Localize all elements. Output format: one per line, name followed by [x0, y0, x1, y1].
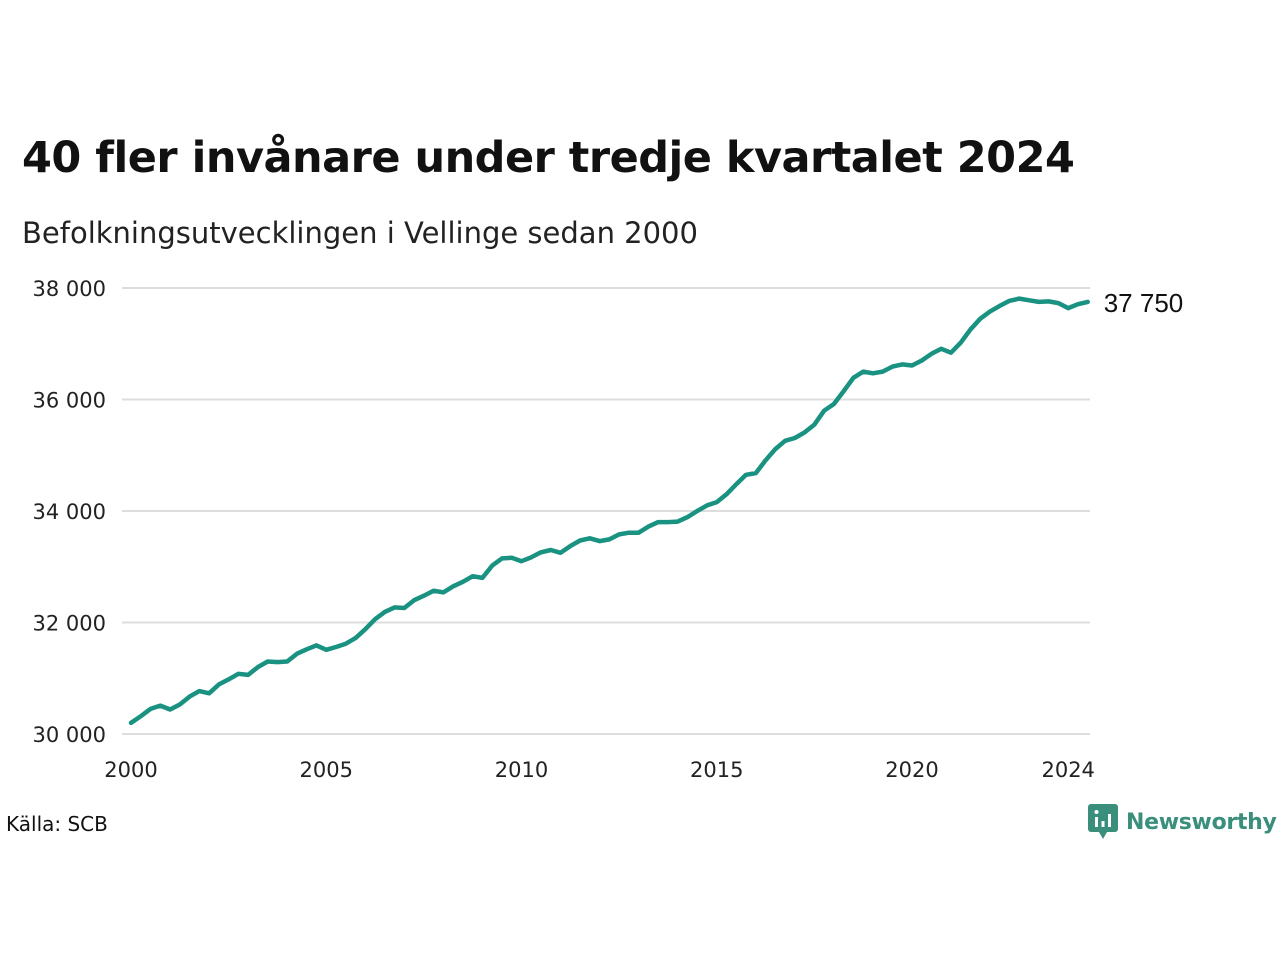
newsworthy-logo-icon — [1088, 804, 1118, 839]
chart-title: 40 fler invånare under tredje kvartalet … — [22, 133, 1075, 183]
x-axis-ticks: 2000 2005 2010 2015 2020 2024 — [104, 758, 1095, 782]
source-note: Källa: SCB — [6, 812, 108, 836]
gridlines — [122, 287, 1090, 735]
y-tick-label: 36 000 — [33, 389, 106, 413]
x-tick-label: 2024 — [1041, 758, 1094, 782]
y-tick-label: 30 000 — [33, 723, 106, 747]
brand-logo: Newsworthy — [1088, 804, 1277, 840]
y-tick-label: 32 000 — [33, 612, 106, 636]
x-tick-label: 2010 — [495, 758, 548, 782]
end-value-label: 37 750 — [1104, 288, 1184, 318]
x-tick-label: 2015 — [690, 758, 743, 782]
y-tick-label: 34 000 — [33, 500, 106, 524]
population-line — [128, 296, 1090, 726]
x-tick-label: 2000 — [104, 758, 157, 782]
x-tick-label: 2020 — [885, 758, 938, 782]
x-tick-label: 2005 — [300, 758, 353, 782]
y-axis-ticks: 30 000 32 000 34 000 36 000 38 000 — [33, 277, 106, 747]
y-tick-label: 38 000 — [33, 277, 106, 301]
chart-subtitle: Befolkningsutvecklingen i Vellinge sedan… — [22, 216, 698, 250]
brand-name: Newsworthy — [1126, 809, 1277, 835]
